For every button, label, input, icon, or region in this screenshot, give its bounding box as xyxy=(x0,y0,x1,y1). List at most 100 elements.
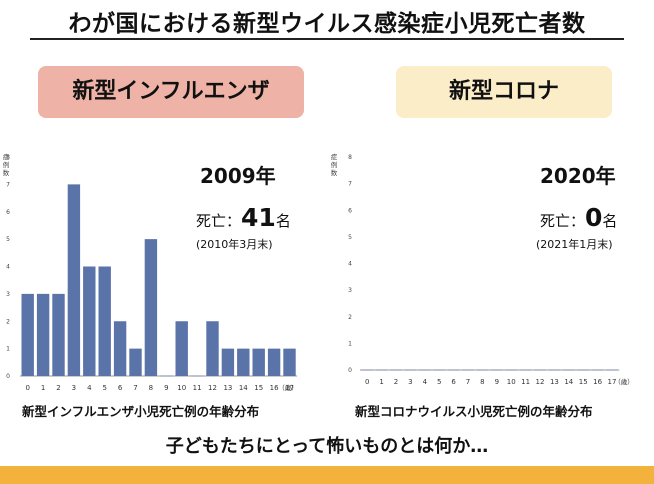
flu-bar xyxy=(175,321,188,376)
flu-bar xyxy=(252,348,265,376)
flu-deaths-value: 41 xyxy=(241,203,276,232)
flu-bar xyxy=(98,266,111,376)
covid-x-tick-label: 13 xyxy=(550,378,559,386)
flu-chart-caption: 新型インフルエンザ小児死亡例の年齢分布 xyxy=(22,404,260,419)
covid-as-of: (2021年1月末) xyxy=(536,238,613,251)
flu-x-tick-label: 3 xyxy=(72,384,76,392)
covid-x-tick-label: 3 xyxy=(408,378,412,386)
flu-deaths-prefix: 死亡： xyxy=(196,212,242,230)
flu-bar xyxy=(52,293,65,376)
covid-deaths-unit: 名 xyxy=(602,212,618,230)
covid-x-tick-label: 6 xyxy=(451,378,456,386)
flu-bar xyxy=(267,348,281,376)
covid-y-axis-label-char: 症 xyxy=(331,152,338,161)
flu-x-tick-label: 1 xyxy=(41,384,45,392)
flu-bar xyxy=(206,321,219,376)
flu-x-tick-label: 5 xyxy=(102,384,106,392)
flu-y-tick-label: 0 xyxy=(6,373,10,380)
covid-y-tick-label: 0 xyxy=(348,367,352,374)
covid-y-tick-label: 3 xyxy=(348,287,352,294)
flu-y-axis-label-char: 症 xyxy=(3,152,10,161)
covid-x-tick-label: 2 xyxy=(394,378,398,386)
flu-y-tick-label: 8 xyxy=(6,154,10,161)
covid-bar xyxy=(606,369,618,371)
flu-x-tick-label: 8 xyxy=(149,384,153,392)
covid-x-tick-label: 5 xyxy=(437,378,441,386)
covid-x-tick-label: 0 xyxy=(365,378,369,386)
covid-bar xyxy=(375,369,388,371)
flu-x-tick-label: 7 xyxy=(133,384,137,392)
covid-x-tick-label: 4 xyxy=(423,378,428,386)
covid-x-tick-label: 9 xyxy=(495,378,499,386)
covid-x-tick-label: 10 xyxy=(507,378,516,386)
covid-chart-caption: 新型コロナウイルス小児死亡例の年齢分布 xyxy=(355,404,593,419)
covid-x-unit-label: （歳） xyxy=(614,377,634,386)
flu-deaths: 死亡：41名 xyxy=(196,203,291,232)
covid-bar xyxy=(447,369,460,371)
flu-x-tick-label: 12 xyxy=(208,384,217,392)
flu-x-tick-label: 4 xyxy=(87,384,92,392)
covid-x-tick-label: 15 xyxy=(579,378,588,386)
covid-label-pill: 新型コロナ xyxy=(396,66,612,118)
flu-bar xyxy=(160,375,173,377)
covid-bar xyxy=(534,369,546,371)
covid-bar xyxy=(462,369,474,371)
closing-question: 子どもたちにとって怖いものとは何か… xyxy=(165,436,489,457)
flu-y-tick-label: 6 xyxy=(6,209,10,216)
flu-x-tick-label: 6 xyxy=(118,384,123,392)
covid-deaths-value: 0 xyxy=(585,203,603,232)
flu-deaths-unit: 名 xyxy=(275,212,291,230)
covid-bar xyxy=(519,369,532,371)
covid-y-tick-label: 7 xyxy=(348,181,352,188)
covid-year: 2020年 xyxy=(540,164,616,188)
flu-label-pill: 新型インフルエンザ xyxy=(38,66,304,118)
covid-y-tick-label: 4 xyxy=(348,261,352,268)
flu-bar xyxy=(283,348,296,376)
flu-x-tick-label: 10 xyxy=(177,384,186,392)
flu-x-tick-label: 15 xyxy=(254,384,263,392)
flu-y-axis-label-char: 数 xyxy=(3,168,10,177)
covid-deaths-prefix: 死亡： xyxy=(540,212,586,230)
flu-bar xyxy=(190,375,204,377)
covid-y-tick-label: 5 xyxy=(348,234,352,241)
covid-bar xyxy=(491,369,503,371)
covid-bar xyxy=(563,369,575,371)
covid-bar xyxy=(404,369,417,371)
flu-x-tick-label: 0 xyxy=(25,384,29,392)
covid-deaths: 死亡：0名 xyxy=(540,203,617,232)
flu-bar xyxy=(113,321,127,376)
covid-y-tick-label: 1 xyxy=(348,340,352,347)
flu-y-tick-label: 3 xyxy=(6,291,10,298)
covid-bar xyxy=(577,369,589,371)
flu-x-tick-label: 9 xyxy=(164,384,168,392)
flu-x-tick-label: 11 xyxy=(193,384,202,392)
flu-bar xyxy=(36,293,50,376)
covid-y-tick-label: 6 xyxy=(348,207,352,214)
covid-x-tick-label: 14 xyxy=(564,378,573,386)
flu-bar xyxy=(144,239,158,376)
flu-x-tick-label: 17 xyxy=(285,384,294,392)
covid-x-tick-label: 12 xyxy=(536,378,545,386)
flu-x-unit-label: （歳） xyxy=(278,383,298,392)
covid-bar xyxy=(548,369,561,371)
flu-bar xyxy=(67,184,81,376)
flu-x-tick-label: 14 xyxy=(239,384,248,392)
covid-x-tick-label: 16 xyxy=(593,378,602,386)
flu-year: 2009年 xyxy=(200,164,276,188)
covid-x-tick-label: 8 xyxy=(480,378,484,386)
flu-y-tick-label: 1 xyxy=(6,346,10,353)
flu-bar xyxy=(129,348,142,376)
flu-bar xyxy=(221,348,235,376)
covid-x-tick-label: 17 xyxy=(608,378,617,386)
footer-band xyxy=(0,466,654,484)
flu-y-tick-label: 2 xyxy=(6,318,10,325)
covid-y-axis-label-char: 数 xyxy=(331,168,338,177)
covid-x-tick-label: 1 xyxy=(379,378,383,386)
flu-x-tick-label: 2 xyxy=(56,384,60,392)
page-title: わが国における新型ウイルス感染症小児死亡者数 xyxy=(68,11,586,37)
covid-bar xyxy=(390,369,402,371)
covid-bar xyxy=(505,369,517,371)
covid-bar xyxy=(361,369,373,371)
covid-bar xyxy=(476,369,489,371)
covid-y-tick-label: 2 xyxy=(348,314,352,321)
